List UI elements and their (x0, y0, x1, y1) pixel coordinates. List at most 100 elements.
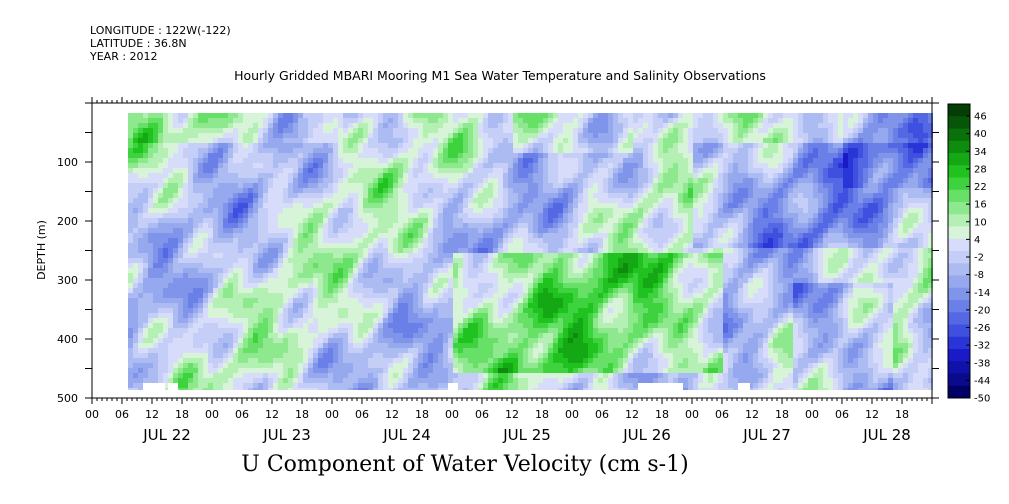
heatmap-cell (343, 218, 349, 224)
heatmap-cell (243, 338, 249, 344)
heatmap-cell (208, 353, 214, 359)
heatmap-cell (173, 168, 179, 174)
heatmap-cell (358, 338, 364, 344)
heatmap-cell (473, 178, 479, 184)
heatmap-cell (508, 143, 514, 149)
heatmap-cell (363, 223, 369, 229)
heatmap-cell (483, 363, 489, 369)
heatmap-cell (483, 193, 489, 199)
heatmap-cell (283, 288, 289, 294)
heatmap-cell (188, 163, 194, 169)
heatmap-cell (203, 138, 209, 144)
heatmap-cell (253, 243, 259, 249)
heatmap-cell (443, 363, 449, 369)
heatmap-cell (273, 193, 279, 199)
heatmap-cell (338, 178, 344, 184)
heatmap-cell (323, 228, 329, 234)
heatmap-cell (428, 313, 434, 319)
heatmap-cell (443, 378, 449, 384)
heatmap-cell (403, 208, 409, 214)
heatmap-cell (338, 123, 344, 129)
heatmap-cell (473, 218, 479, 224)
heatmap-cell (403, 163, 409, 169)
heatmap-cell (198, 148, 204, 154)
heatmap-cell (348, 178, 354, 184)
heatmap-cell (288, 323, 294, 329)
heatmap-cell (563, 153, 569, 159)
heatmap-cell (348, 153, 354, 159)
heatmap-cell (303, 308, 309, 314)
heatmap-cell (498, 178, 504, 184)
heatmap-cell (313, 353, 319, 359)
heatmap-cell (443, 248, 449, 254)
heatmap-cell (128, 373, 134, 379)
heatmap-cell (153, 268, 159, 274)
heatmap-cell (433, 363, 439, 369)
heatmap-cell (203, 208, 209, 214)
heatmap-cell (168, 348, 174, 354)
heatmap-cell (218, 288, 224, 294)
heatmap-cell (213, 333, 219, 339)
heatmap-cell (183, 148, 189, 154)
heatmap-cell (428, 298, 434, 304)
heatmap-cell (383, 158, 389, 164)
heatmap-cell (513, 233, 519, 239)
heatmap-cell (488, 348, 494, 354)
heatmap-cell (218, 123, 224, 129)
heatmap-cell (473, 278, 479, 284)
heatmap-cell (493, 318, 499, 324)
heatmap-cell (373, 323, 379, 329)
heatmap-cell (403, 173, 409, 179)
heatmap-cell (573, 138, 579, 144)
heatmap-cell (288, 303, 294, 309)
heatmap-cell (488, 323, 494, 329)
heatmap-cell (323, 303, 329, 309)
heatmap-cell (548, 283, 554, 289)
heatmap-cell (268, 278, 274, 284)
heatmap-cell (268, 228, 274, 234)
heatmap-cell (338, 218, 344, 224)
heatmap-cell (468, 233, 474, 239)
heatmap-cell (403, 123, 409, 129)
heatmap-cell (248, 383, 254, 389)
heatmap-cell (478, 203, 484, 209)
heatmap-cell (503, 368, 509, 374)
heatmap-cell (273, 363, 279, 369)
heatmap-cell (188, 178, 194, 184)
heatmap-cell (253, 193, 259, 199)
heatmap-cell (128, 253, 134, 259)
heatmap-cell (148, 308, 154, 314)
heatmap-cell (463, 333, 469, 339)
heatmap-cell (218, 388, 224, 390)
heatmap-cell (403, 268, 409, 274)
heatmap-cell (288, 228, 294, 234)
heatmap-cell (543, 303, 549, 309)
heatmap-cell (463, 248, 469, 254)
heatmap-cell (568, 218, 574, 224)
heatmap-cell (463, 138, 469, 144)
heatmap-cell (218, 248, 224, 254)
heatmap-cell (138, 153, 144, 159)
heatmap-cell (263, 303, 269, 309)
heatmap-cell (463, 363, 469, 369)
heatmap-cell (473, 213, 479, 219)
heatmap-cell (293, 378, 299, 384)
heatmap-cell (428, 218, 434, 224)
heatmap-cell (478, 228, 484, 234)
heatmap-cell (463, 153, 469, 159)
heatmap-cell (273, 278, 279, 284)
heatmap-cell (498, 193, 504, 199)
heatmap-cell (343, 203, 349, 209)
heatmap-cell (398, 368, 404, 374)
heatmap-cell (408, 283, 414, 289)
heatmap-cell (203, 383, 209, 389)
heatmap-cell (288, 188, 294, 194)
heatmap-cell (438, 238, 444, 244)
heatmap-cell (563, 133, 569, 139)
heatmap-cell (243, 188, 249, 194)
heatmap-cell (188, 353, 194, 359)
heatmap-cell (223, 118, 229, 124)
heatmap-cell (403, 213, 409, 219)
heatmap-cell (538, 208, 544, 214)
heatmap-cell (178, 263, 184, 269)
